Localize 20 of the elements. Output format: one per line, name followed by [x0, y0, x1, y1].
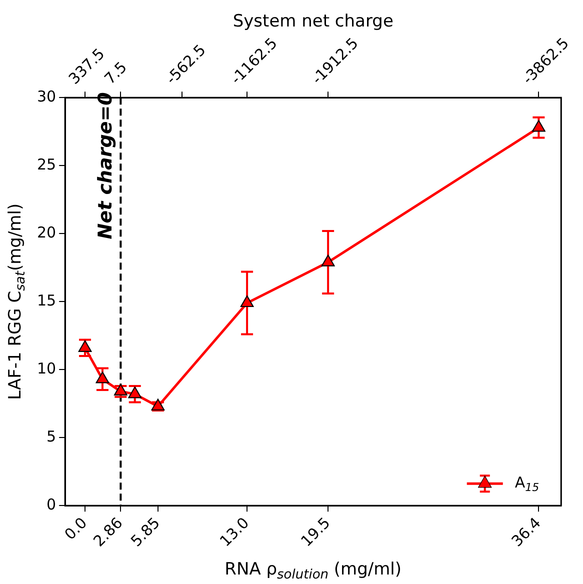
point [114, 384, 128, 396]
y-tick-label: 30 [36, 88, 56, 106]
annotation: Net charge=0 [94, 92, 117, 240]
point [322, 254, 335, 266]
y-axis-title: LAF-1 RGG Csat(mg/ml) [5, 203, 28, 400]
y-tick-label: 5 [46, 428, 56, 446]
y-tick-label: 15 [36, 292, 56, 310]
x-tick-label: 0.0 [61, 514, 91, 544]
x2-axis-title: System net charge [232, 11, 394, 32]
y-tick-label: 20 [36, 224, 56, 242]
point [240, 296, 254, 308]
point [78, 340, 92, 352]
y-tick-label: 25 [36, 156, 56, 174]
point [151, 398, 164, 410]
y-tick-label: 10 [36, 360, 56, 378]
y-tick-label: 0 [46, 496, 56, 514]
x2-tick-label: 7.5 [100, 58, 130, 88]
point [96, 372, 110, 384]
point [128, 386, 142, 398]
point [532, 120, 546, 132]
